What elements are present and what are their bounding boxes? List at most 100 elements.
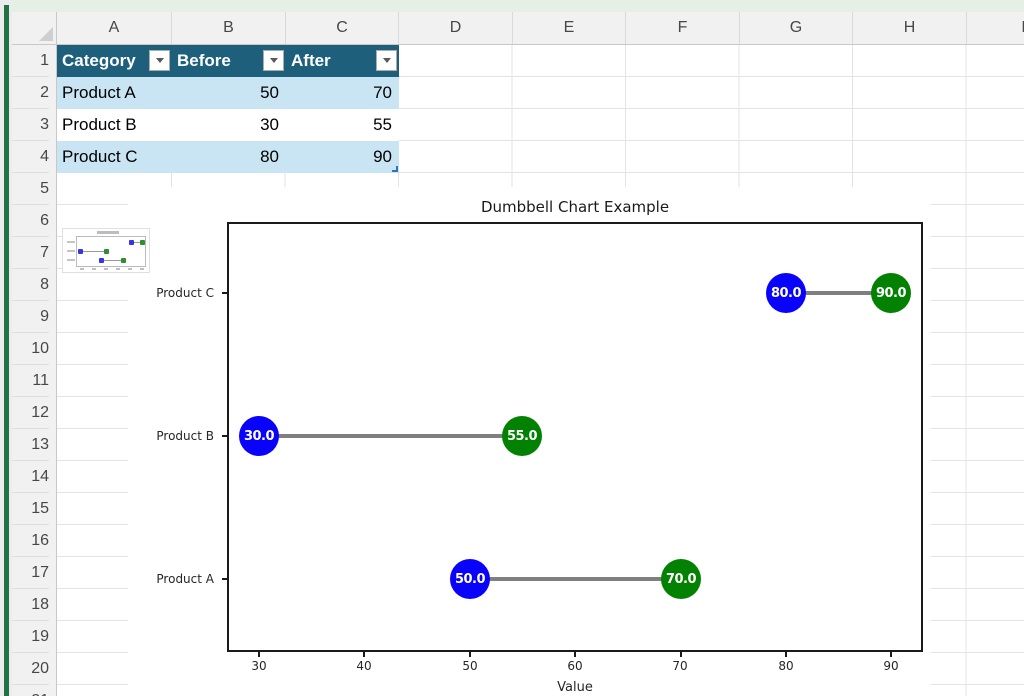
row-header-19[interactable]: 19 (12, 621, 49, 653)
table-cell[interactable]: 50 (172, 77, 286, 109)
table-header-after[interactable]: After (286, 45, 399, 77)
thumbnail-point (99, 258, 104, 263)
row-header-12[interactable]: 12 (12, 397, 49, 429)
table-cell[interactable]: 70 (286, 77, 399, 109)
x-tick-mark (890, 652, 892, 657)
y-axis-label-product-c: Product C (156, 286, 214, 300)
dumbbell-connector-product-c (786, 291, 891, 295)
y-tick-mark (222, 578, 227, 580)
table-header-category-label: Category (62, 51, 136, 70)
row-header-8[interactable]: 8 (12, 269, 49, 301)
row-header-14[interactable]: 14 (12, 461, 49, 493)
thumbnail-tick (80, 268, 84, 270)
x-tick-mark (469, 652, 471, 657)
table-header-after-label: After (291, 51, 331, 70)
row-header-10[interactable]: 10 (12, 333, 49, 365)
table-cell[interactable]: 55 (286, 109, 399, 141)
thumbnail-point (104, 249, 109, 254)
thumbnail-ylabel-placeholder (67, 250, 75, 252)
x-tick-mark (258, 652, 260, 657)
column-header-d[interactable]: D (399, 12, 513, 44)
row-header-1[interactable]: 1 (12, 45, 49, 77)
row-header-18[interactable]: 18 (12, 589, 49, 621)
table-header-before[interactable]: Before (172, 45, 286, 77)
filter-dropdown-icon (155, 58, 164, 63)
column-header-b[interactable]: B (172, 12, 286, 44)
table-cell[interactable]: 30 (172, 109, 286, 141)
dumbbell-connector-product-b (259, 434, 522, 438)
chart-thumbnail[interactable] (62, 228, 150, 273)
row-header-16[interactable]: 16 (12, 525, 49, 557)
before-filter-button[interactable] (263, 50, 284, 71)
thumbnail-tick (116, 268, 120, 270)
column-header-h[interactable]: H (853, 12, 967, 44)
x-tick-label: 70 (672, 659, 688, 673)
column-header-e[interactable]: E (513, 12, 626, 44)
table-cell[interactable]: Product B (57, 109, 172, 141)
table-cell[interactable]: 80 (172, 141, 286, 173)
data-point-after-product-a: 70.0 (661, 559, 701, 599)
row-header-band: 1 2 3 4 5 6 7 8 9 10 11 12 13 14 15 16 1… (12, 45, 57, 696)
table-cell[interactable]: Product C (57, 141, 172, 173)
x-axis-title: Value (557, 680, 593, 695)
column-header-a[interactable]: A (57, 12, 172, 44)
thumbnail-ylabel-placeholder (67, 241, 75, 243)
x-tick-label: 50 (462, 659, 478, 673)
select-all-corner[interactable] (12, 12, 57, 45)
data-point-before-product-c: 80.0 (766, 273, 806, 313)
column-header-i[interactable]: I (967, 12, 1024, 44)
top-band (12, 0, 1024, 12)
table-cell[interactable]: 90 (286, 141, 399, 173)
x-tick-label: 90 (883, 659, 899, 673)
column-header-f[interactable]: F (626, 12, 740, 44)
data-point-before-product-b: 30.0 (239, 416, 279, 456)
thumbnail-tick (104, 268, 108, 270)
x-tick-label: 60 (567, 659, 583, 673)
thumbnail-tick (92, 268, 96, 270)
row-header-2[interactable]: 2 (12, 77, 49, 109)
after-filter-button[interactable] (376, 50, 397, 71)
category-filter-button[interactable] (149, 50, 170, 71)
x-tick-mark (785, 652, 787, 657)
y-tick-mark (222, 435, 227, 437)
x-tick-label: 80 (778, 659, 794, 673)
chart-object[interactable]: Dumbbell Chart Example Product C Product… (128, 187, 931, 696)
select-all-triangle-icon (39, 27, 53, 41)
x-tick-label: 40 (356, 659, 372, 673)
row-header-20[interactable]: 20 (12, 653, 49, 685)
data-point-after-product-b: 55.0 (502, 416, 542, 456)
row-header-5[interactable]: 5 (12, 173, 49, 205)
column-header-c[interactable]: C (286, 12, 399, 44)
row-header-7[interactable]: 7 (12, 237, 49, 269)
y-axis-label-product-b: Product B (156, 429, 214, 443)
row-header-13[interactable]: 13 (12, 429, 49, 461)
row-header-4[interactable]: 4 (12, 141, 49, 173)
row-header-6[interactable]: 6 (12, 205, 49, 237)
row-header-3[interactable]: 3 (12, 109, 49, 141)
row-header-9[interactable]: 9 (12, 301, 49, 333)
thumbnail-point (129, 240, 134, 245)
plot-area (227, 222, 923, 652)
row-header-17[interactable]: 17 (12, 557, 49, 589)
table-header-category[interactable]: Category (57, 45, 172, 77)
filter-dropdown-icon (269, 58, 278, 63)
thumbnail-title-placeholder (97, 231, 119, 234)
dumbbell-connector-product-a (470, 577, 681, 581)
data-point-before-product-a: 50.0 (450, 559, 490, 599)
table-cell[interactable]: Product A (57, 77, 172, 109)
x-tick-mark (363, 652, 365, 657)
x-tick-mark (680, 652, 682, 657)
x-tick-label: 30 (251, 659, 267, 673)
table-resize-handle[interactable] (392, 166, 398, 172)
row-header-21[interactable]: 21 (12, 685, 49, 696)
column-header-g[interactable]: G (740, 12, 853, 44)
row-header-11[interactable]: 11 (12, 365, 49, 397)
column-header-band: A B C D E F G H I (57, 12, 1024, 45)
row-header-15[interactable]: 15 (12, 493, 49, 525)
filter-dropdown-icon (382, 58, 391, 63)
thumbnail-point (121, 258, 126, 263)
data-table: Category Before After Product A 50 70 Pr… (57, 45, 399, 173)
thumbnail-plot-area (76, 236, 146, 267)
y-axis-label-product-a: Product A (156, 572, 214, 586)
